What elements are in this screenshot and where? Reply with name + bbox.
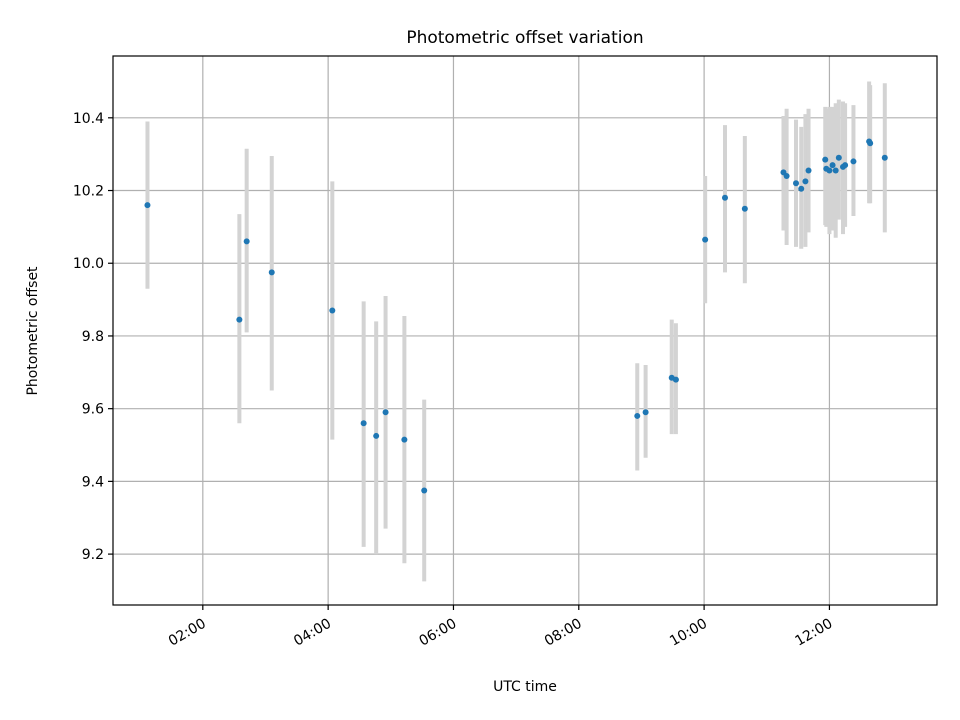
data-point <box>382 409 389 416</box>
plot-frame <box>112 55 938 606</box>
data-point <box>360 420 367 427</box>
y-tick-label: 9.8 <box>82 329 104 345</box>
y-tick-label: 9.4 <box>82 474 104 490</box>
y-tick-label: 10.0 <box>73 256 104 272</box>
x-tick-label: 12:00 <box>792 616 835 650</box>
data-point <box>373 432 380 439</box>
y-tick-label: 10.4 <box>73 111 104 127</box>
y-tick-label: 10.2 <box>73 184 104 200</box>
data-point <box>329 307 336 314</box>
chart-title: Photometric offset variation <box>406 28 643 48</box>
data-point <box>826 167 833 174</box>
data-point <box>783 172 790 179</box>
data-point <box>672 376 679 383</box>
data-point <box>634 412 641 419</box>
data-point <box>793 180 800 187</box>
data-point <box>741 205 748 212</box>
data-point <box>798 185 805 192</box>
data-point <box>822 156 829 163</box>
data-point <box>829 162 836 169</box>
data-point <box>867 140 874 147</box>
data-point <box>243 238 250 245</box>
x-tick-label: 08:00 <box>542 616 585 650</box>
x-tick-label: 06:00 <box>417 616 460 650</box>
x-tick-label: 10:00 <box>667 616 710 650</box>
data-point <box>144 202 151 209</box>
data-point <box>702 236 709 243</box>
y-tick-label: 9.2 <box>82 547 104 563</box>
data-point <box>721 194 728 201</box>
data-point <box>236 316 243 323</box>
data-point <box>850 158 857 165</box>
data-point <box>835 154 842 161</box>
x-tick-label: 02:00 <box>166 616 209 650</box>
grid <box>113 56 937 605</box>
y-axis-label: Photometric offset <box>25 266 41 396</box>
data-point <box>642 409 649 416</box>
data-point <box>802 178 809 185</box>
data-point <box>881 154 888 161</box>
data-point <box>401 436 408 443</box>
axis-ticks: 02:00 04:00 06:00 08:00 10:00 12:00 9.2 9.4 9.6 9… <box>73 111 836 650</box>
data-point <box>842 162 849 169</box>
data-point <box>805 167 812 174</box>
data-point <box>421 487 428 494</box>
x-tick-label: 04:00 <box>291 616 334 650</box>
data-point <box>268 269 275 276</box>
data-point <box>832 167 839 174</box>
x-axis-label: UTC time <box>493 679 557 695</box>
error-bars <box>145 81 887 582</box>
data-points <box>144 138 888 494</box>
y-tick-label: 9.6 <box>82 402 104 418</box>
